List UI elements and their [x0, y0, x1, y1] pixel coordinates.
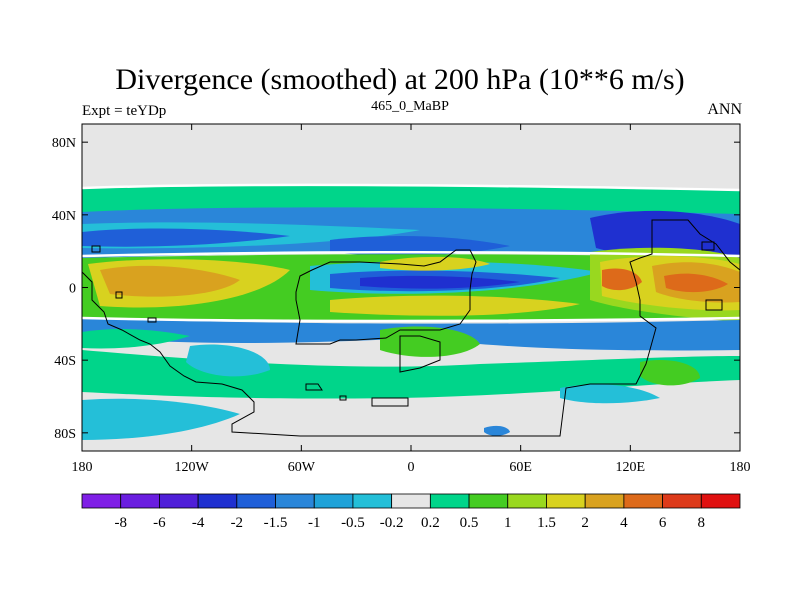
colorbar: -8 -6 -4 -2 -1.5 -1 -0.5 -0.2 0.2 0.5 1 1.5 2 4 6 8 [81, 493, 741, 531]
season-label: ANN [707, 101, 742, 118]
colorbar-swatch [197, 493, 238, 509]
colorbar-swatch [313, 493, 354, 509]
time-label: 465_0_MaBP [371, 99, 449, 114]
south-pacific-blue-patch [186, 344, 270, 377]
map-title: Divergence (smoothed) at 200 hPa (10**6 … [115, 63, 685, 96]
colorbar-label: -6 [153, 515, 166, 531]
lat-tick-label: 40N [52, 209, 76, 224]
lon-tick-label: 120E [616, 460, 646, 475]
north-pacific-dark-blue [82, 228, 290, 247]
colorbar-swatch [352, 493, 393, 509]
divergence-field [82, 124, 740, 451]
maritime-core [664, 273, 728, 293]
colorbar-swatch [391, 493, 431, 509]
colorbar-label: 8 [698, 515, 706, 531]
experiment-label: Expt = teYDp [82, 103, 167, 119]
colorbar-swatch [81, 493, 122, 509]
southern-ocean-cyan [82, 398, 240, 440]
lon-tick-label: 180 [72, 460, 93, 475]
colorbar-label: -1.5 [264, 515, 288, 531]
colorbar-swatch [584, 493, 625, 509]
south-atlantic-green [380, 326, 480, 357]
lon-tick-label: 60W [288, 460, 316, 475]
lon-tick-label: 60E [509, 460, 532, 475]
colorbar-label: 6 [659, 515, 667, 531]
colorbar-swatch [159, 493, 199, 509]
lat-tick-label: 0 [69, 282, 76, 297]
indonesia-orange [602, 268, 642, 291]
colorbar-label: 4 [620, 515, 628, 531]
longitude-axis: 180 120W 60W 0 60E 120E 180 [72, 124, 751, 475]
colorbar-label: 0.2 [421, 515, 440, 531]
colorbar-swatch [275, 493, 315, 509]
lat-tick-label: 80S [54, 427, 76, 442]
latitude-axis: 80N 40N 0 40S 80S [52, 136, 740, 442]
southern-ocean-cyan-east [560, 384, 660, 404]
colorbar-swatch [507, 493, 547, 509]
lat-tick-label: 80N [52, 136, 76, 151]
northern-blue-band [82, 207, 740, 262]
antarctic-blue-spot [484, 425, 510, 436]
colorbar-swatch [429, 493, 470, 509]
southern-green-east [640, 359, 700, 386]
colorbar-label: 0.5 [460, 515, 479, 531]
colorbar-swatch [662, 493, 702, 509]
colorbar-swatch [700, 493, 741, 509]
colorbar-label: -2 [231, 515, 244, 531]
colorbar-swatch [236, 493, 276, 509]
south-pacific-green [82, 329, 190, 349]
colorbar-label: 2 [581, 515, 589, 531]
colorbar-label: -8 [114, 515, 127, 531]
colorbar-swatch [623, 493, 663, 509]
lat-tick-label: 40S [54, 354, 76, 369]
colorbar-swatch [120, 493, 160, 509]
coastline-outline [82, 219, 740, 437]
colorbar-label: 1.5 [537, 515, 556, 531]
colorbar-label: -4 [192, 515, 205, 531]
colorbar-swatch [546, 493, 586, 509]
pacific-orange [100, 265, 240, 297]
colorbar-label: -0.2 [380, 515, 404, 531]
lon-tick-label: 0 [408, 460, 415, 475]
colorbar-label: 1 [504, 515, 512, 531]
lon-tick-label: 180 [730, 460, 751, 475]
atlantic-deep-trough [360, 275, 520, 289]
zero-contours [82, 183, 740, 323]
colorbar-swatch [468, 493, 509, 509]
colorbar-label: -0.5 [341, 515, 365, 531]
indian-yellow-north [380, 256, 490, 271]
north-atlantic-blue [330, 236, 510, 256]
colorbar-label: -1 [308, 515, 321, 531]
indian-yellow-south [330, 295, 580, 316]
lon-tick-label: 120W [175, 460, 210, 475]
